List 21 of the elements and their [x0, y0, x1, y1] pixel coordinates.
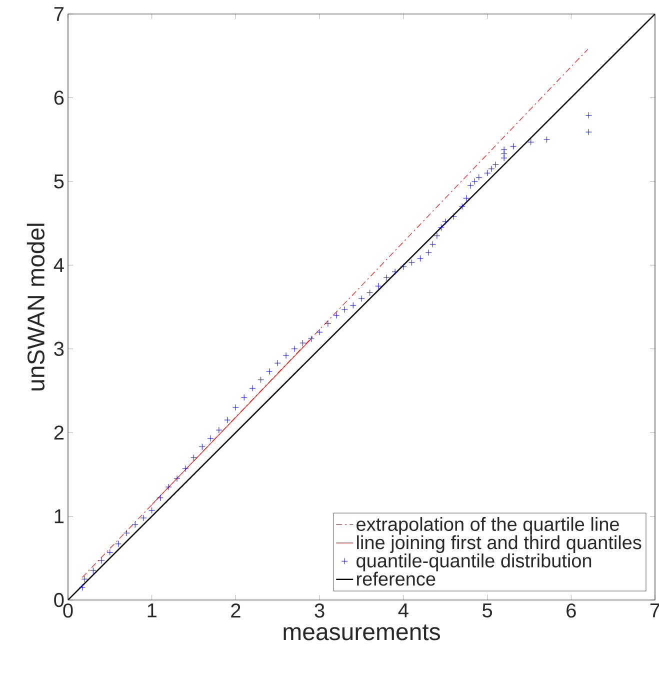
y-tick-label: 3 [54, 342, 64, 356]
y-tick-label: 1 [54, 509, 64, 524]
y-tick-label: 4 [54, 258, 64, 272]
x-tick-label: 2 [231, 604, 240, 618]
x-tick-label: 6 [566, 604, 576, 618]
y-tick-label: 5 [54, 174, 64, 188]
x-tick-label: 0 [63, 604, 73, 618]
x-tick-label: 3 [314, 604, 324, 618]
x-tick-label: 5 [482, 604, 492, 618]
legend-label: line joining first and third quantiles [357, 535, 642, 553]
y-tick-label: 7 [54, 7, 64, 21]
x-axis-title: measurements [284, 624, 440, 640]
y-tick-label: 6 [54, 90, 64, 105]
y-axis-title: unSWAN model [26, 224, 45, 390]
y-tick-label: 0 [54, 592, 64, 608]
legend-label: extrapolation of the quartile line [356, 517, 619, 535]
legend-label: reference [357, 572, 436, 586]
y-tick-label: 2 [54, 426, 64, 440]
x-tick-label: 1 [148, 604, 156, 618]
legend-label: quantile-quantile distribution [356, 554, 592, 572]
x-tick-label: 4 [398, 604, 408, 618]
